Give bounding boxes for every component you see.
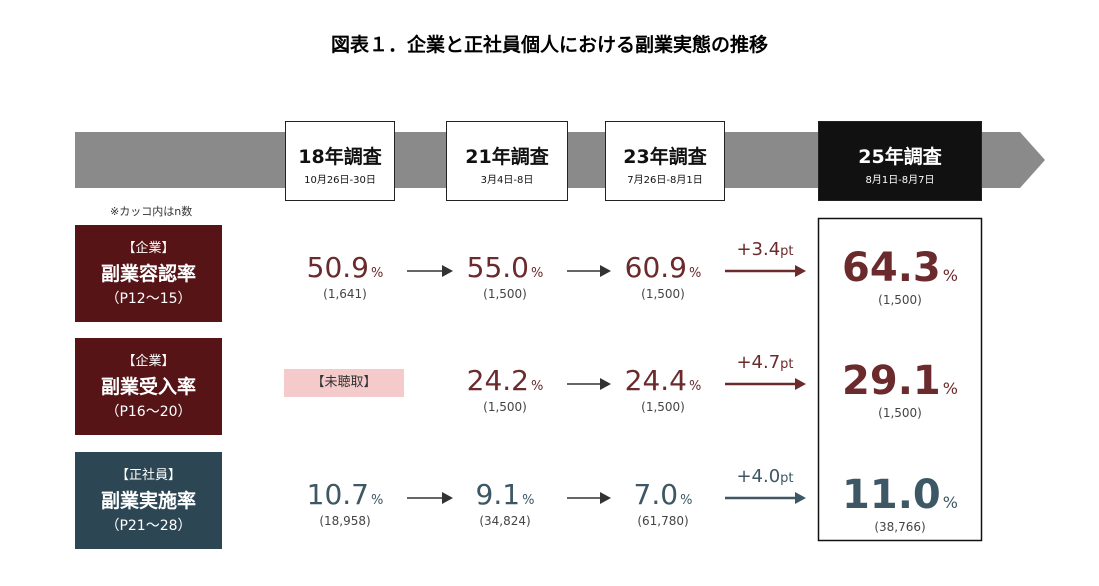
value: 55.0 bbox=[466, 251, 529, 284]
value: 24.4 bbox=[624, 364, 687, 397]
row-label: 【企業】副業容認率 （P12～15） bbox=[75, 225, 222, 322]
cell-value: 64.3% bbox=[820, 245, 980, 291]
arrow-head bbox=[600, 265, 611, 277]
arrow-head bbox=[442, 492, 453, 504]
highlight-box bbox=[817, 217, 983, 542]
arrow-head bbox=[442, 265, 453, 277]
survey-label: 21年調査 bbox=[465, 146, 549, 168]
change-value: +4.7 bbox=[736, 352, 781, 373]
row-pages: （P12～15） bbox=[105, 291, 192, 307]
change-unit: pt bbox=[780, 471, 794, 486]
change-value: +3.4 bbox=[736, 239, 781, 260]
cell-n: (1,500) bbox=[878, 406, 922, 420]
title: 図表１．企業と正社員個人における副業実態の推移 bbox=[330, 34, 768, 56]
survey-dates: 3月4日-8日 bbox=[480, 175, 534, 186]
cell-value: 29.1% bbox=[820, 358, 980, 404]
cell-value: 60.9% bbox=[583, 251, 743, 284]
unit: % bbox=[942, 379, 958, 398]
unit: % bbox=[942, 266, 958, 285]
survey-box: 18年調査 10月26日-30日 bbox=[285, 121, 395, 201]
cell-n: (1,641) bbox=[323, 287, 367, 301]
cell-n: (18,958) bbox=[319, 514, 371, 528]
unit: % bbox=[522, 493, 535, 508]
cell-value: 55.0% bbox=[425, 251, 585, 284]
cell-n: (38,766) bbox=[874, 520, 926, 534]
row-tag: 【企業】 bbox=[122, 241, 175, 256]
row-name: 副業実施率 bbox=[100, 490, 196, 512]
arrow-head bbox=[600, 378, 611, 390]
value: 9.1 bbox=[475, 478, 521, 511]
value: 29.1 bbox=[842, 358, 941, 404]
survey-box: 25年調査 8月1日-8月7日 bbox=[818, 121, 982, 201]
change-unit: pt bbox=[780, 244, 794, 259]
unit: % bbox=[370, 493, 384, 508]
arrow-head bbox=[600, 492, 611, 504]
change-unit: pt bbox=[780, 357, 794, 372]
value: 7.0 bbox=[633, 478, 679, 511]
change: +4.7pt bbox=[705, 352, 825, 373]
value: 50.9 bbox=[306, 251, 369, 284]
note: ※カッコ内はn数 bbox=[110, 205, 193, 218]
row-label: 【正社員】副業実施率 （P21～28） bbox=[75, 452, 222, 549]
value: 64.3 bbox=[842, 245, 941, 291]
cell-n: (1,500) bbox=[878, 293, 922, 307]
unit: % bbox=[680, 493, 693, 508]
survey-dates: 8月1日-8月7日 bbox=[865, 175, 935, 186]
value: 11.0 bbox=[842, 472, 941, 518]
survey-label: 25年調査 bbox=[858, 146, 942, 168]
unit: % bbox=[688, 266, 702, 281]
not-surveyed: 【未聴取】 bbox=[284, 369, 404, 397]
row-name: 副業受入率 bbox=[100, 376, 196, 398]
row-name: 副業容認率 bbox=[100, 263, 196, 285]
unit: % bbox=[530, 266, 544, 281]
cell-value: 24.4% bbox=[583, 364, 743, 397]
cell-value: 50.9% bbox=[265, 251, 425, 284]
value: 10.7 bbox=[306, 478, 369, 511]
row-label: 【企業】副業受入率 （P16～20） bbox=[75, 338, 222, 435]
change-value: +4.0 bbox=[736, 466, 781, 487]
unit: % bbox=[370, 266, 384, 281]
unit: % bbox=[530, 379, 544, 394]
unit: % bbox=[942, 493, 958, 512]
cell-n: (1,500) bbox=[483, 287, 527, 301]
survey-box: 21年調査 3月4日-8日 bbox=[446, 121, 568, 201]
row-pages: （P16～20） bbox=[105, 404, 192, 420]
cell-value: 24.2% bbox=[425, 364, 585, 397]
value: 60.9 bbox=[624, 251, 687, 284]
row-tag: 【企業】 bbox=[122, 354, 175, 369]
cell-value: 7.0% bbox=[583, 478, 743, 511]
cell-value: 10.7% bbox=[265, 478, 425, 511]
row-tag: 【正社員】 bbox=[115, 468, 181, 483]
cell-n: (34,824) bbox=[479, 514, 531, 528]
cell-value: 11.0% bbox=[820, 472, 980, 518]
arrow-head bbox=[795, 378, 806, 390]
survey-dates: 7月26日-8月1日 bbox=[627, 175, 703, 186]
cell-n: (1,500) bbox=[641, 400, 685, 414]
cell-n: (1,500) bbox=[641, 287, 685, 301]
survey-box: 23年調査 7月26日-8月1日 bbox=[605, 121, 725, 201]
arrow-head bbox=[795, 265, 806, 277]
survey-label: 18年調査 bbox=[298, 146, 382, 168]
survey-dates: 10月26日-30日 bbox=[304, 175, 376, 186]
arrow-head bbox=[795, 492, 806, 504]
cell-value: 9.1% bbox=[425, 478, 585, 511]
cell-n: (1,500) bbox=[483, 400, 527, 414]
change: +3.4pt bbox=[705, 239, 825, 260]
value: 24.2 bbox=[466, 364, 529, 397]
unit: % bbox=[688, 379, 702, 394]
cell-n: (61,780) bbox=[637, 514, 689, 528]
survey-label: 23年調査 bbox=[623, 146, 707, 168]
row-pages: （P21～28） bbox=[105, 518, 192, 534]
change: +4.0pt bbox=[705, 466, 825, 487]
